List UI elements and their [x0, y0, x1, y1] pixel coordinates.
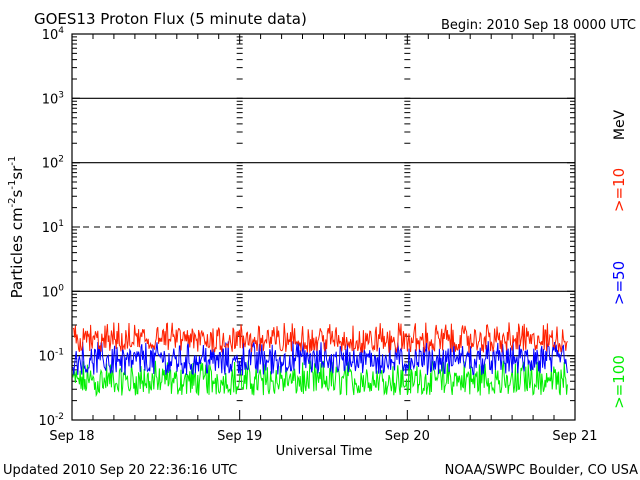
x-tick-label-3: Sep 21 [552, 429, 597, 444]
x-axis-title: Universal Time [276, 444, 373, 459]
y-tick-label-1: 103 [42, 90, 64, 107]
x-tick-label-1: Sep 19 [217, 429, 262, 444]
y-tick-label-4: 100 [42, 283, 65, 300]
y-axis-title-main: Particles cm [8, 207, 26, 298]
plot-frame [71, 33, 576, 421]
legend-series-0: >=10 [610, 168, 628, 212]
legend-unit: MeV [612, 109, 628, 140]
y-axis-title-exp3: -1 [7, 156, 18, 166]
y-axis-title-exp1: -2 [7, 197, 18, 207]
y-axis-minor-ticks-right [567, 36, 575, 421]
y-axis-title-exp2: -1 [7, 180, 18, 190]
series-line-2 [72, 358, 568, 398]
updated-timestamp: Updated 2010 Sep 20 22:36:16 UTC [3, 463, 237, 478]
y-axis-title-s: s [8, 189, 26, 197]
y-axis-title-sr: sr [8, 165, 26, 180]
x-tick-label-2: Sep 20 [385, 429, 430, 444]
y-axis-title: Particles cm-2s-1sr-1 [7, 156, 26, 299]
chart-title: GOES13 Proton Flux (5 minute data) [34, 10, 307, 28]
series-line-0 [72, 322, 568, 353]
credit-label: NOAA/SWPC Boulder, CO USA [445, 463, 638, 478]
legend-series-1: >=50 [610, 261, 628, 305]
y-tick-label-2: 102 [42, 155, 64, 172]
y-tick-label-0: 104 [42, 26, 65, 43]
svg-text:Particles cm-2s-1sr-1: Particles cm-2s-1sr-1 [7, 156, 26, 299]
series-line-1 [72, 340, 568, 376]
y-tick-label-3: 101 [42, 219, 64, 236]
y-tick-label-6: 10-2 [38, 412, 64, 429]
x-tick-label-0: Sep 18 [49, 429, 94, 444]
legend-series-2: >=100 [610, 355, 628, 409]
y-tick-label-5: 10-1 [38, 348, 64, 365]
begin-label: Begin: 2010 Sep 18 0000 UTC [441, 18, 636, 33]
